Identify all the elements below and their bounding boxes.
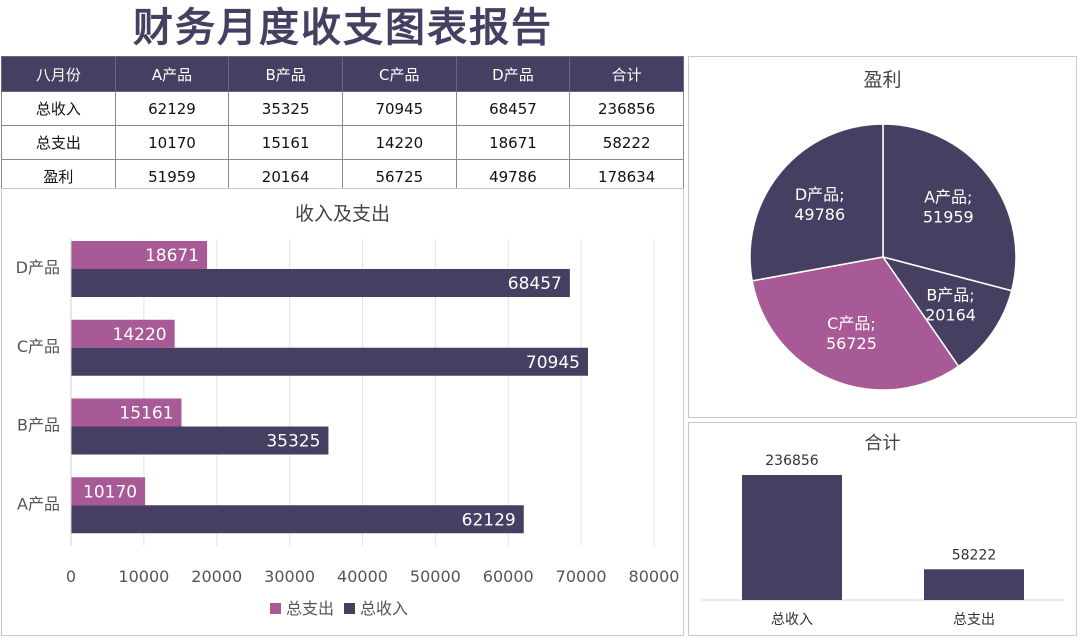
legend-label: 总支出: [286, 599, 334, 618]
table-cell: 10170: [114, 125, 230, 160]
profit-pie-panel: 盈利 A产品; 51959 B产品; 20164 C产品; 56725 D产品; 49786: [688, 56, 1077, 418]
table-cell: 35325: [228, 91, 343, 126]
legend-swatch: [270, 603, 281, 614]
legend-label: 总收入: [360, 599, 408, 618]
data-label: 236856: [765, 453, 819, 469]
bar: [71, 505, 524, 534]
legend-swatch: [344, 603, 355, 614]
y-tick-label: A产品: [17, 494, 60, 513]
slice-label: C产品;: [827, 314, 876, 333]
income-expense-chart-panel: 收入及支出 0 10000 20000 30000 40000 50000 60000 700…: [1, 188, 684, 636]
data-label: 14220: [113, 325, 167, 345]
x-tick-label: 40000: [337, 567, 388, 586]
slice-value: 20164: [925, 305, 976, 324]
table-header-cell: A产品: [114, 56, 230, 92]
y-tick-label: B产品: [17, 416, 60, 435]
y-tick-label: C产品: [17, 337, 60, 356]
bar: [924, 569, 1024, 600]
totals-chart-title: 合计: [864, 433, 901, 454]
table-cell: 58222: [569, 125, 684, 160]
table-header-cell: C产品: [341, 56, 457, 92]
data-label: 70945: [526, 353, 580, 373]
table-cell: 14220: [341, 125, 457, 160]
table-cell: 236856: [569, 91, 684, 126]
data-label: 18671: [145, 246, 199, 266]
bar: [71, 241, 208, 269]
data-label: 15161: [119, 404, 173, 424]
table-header-row: 八月份 A产品 B产品 C产品 D产品 合计: [1, 56, 684, 92]
table-cell: 18671: [455, 125, 571, 160]
data-label: 68457: [508, 274, 562, 294]
summary-table: 八月份 A产品 B产品 C产品 D产品 合计 总收入 62129 35325 7…: [1, 56, 684, 194]
x-tick-label: 50000: [410, 567, 461, 586]
pie-slice: [881, 255, 1013, 368]
x-tick-label: 总收入: [771, 612, 813, 628]
bar: [71, 269, 570, 297]
profit-pie-chart: A产品;51959 B产品;20164 C产品;56725 D产品;49786: [749, 123, 1017, 391]
x-tick-label: 70000: [556, 567, 607, 586]
data-label: 10170: [83, 482, 137, 502]
profit-pie-title: 盈利: [863, 69, 902, 91]
data-label: 35325: [266, 432, 320, 452]
x-tick-label: 80000: [629, 567, 680, 586]
bar: [742, 475, 842, 600]
table-cell: 68457: [455, 91, 571, 126]
x-tick-label: 0: [66, 567, 76, 586]
slice-label: B产品;: [926, 285, 974, 304]
table-cell: 总支出: [1, 125, 116, 160]
slice-label: A产品;: [924, 188, 972, 207]
table-header-cell: D产品: [455, 56, 571, 92]
x-tick-label: 20000: [191, 567, 242, 586]
slice-value: 56725: [826, 334, 877, 353]
slice-value: 49786: [794, 205, 845, 224]
pie-slice: [751, 256, 960, 391]
table-header-cell: B产品: [228, 56, 343, 92]
bar: [71, 477, 146, 506]
x-tick-label: 30000: [264, 567, 315, 586]
slice-value: 51959: [923, 208, 974, 227]
y-tick-label: D产品: [16, 258, 60, 277]
x-tick-label: 60000: [483, 567, 534, 586]
table-cell: 总收入: [1, 91, 116, 126]
income-expense-chart-title: 收入及支出: [294, 203, 390, 225]
pie-slice: [882, 123, 1017, 292]
bar: [71, 347, 589, 376]
totals-chart: 236856 总收入 58222 总支出: [701, 453, 1064, 628]
table-cell: 70945: [341, 91, 457, 126]
table-cell: 62129: [114, 91, 230, 126]
table-row: 总收入 62129 35325 70945 68457 236856: [1, 91, 684, 126]
bar: [71, 426, 329, 455]
income-expense-chart: 0 10000 20000 30000 40000 50000 60000 70000 8000…: [16, 239, 680, 618]
slice-label: D产品;: [795, 185, 845, 204]
x-tick-label: 10000: [118, 567, 169, 586]
report-title: 财务月度收支图表报告: [133, 5, 553, 51]
totals-chart-panel: 合计 236856 总收入 58222 总支出: [688, 422, 1077, 636]
bar: [71, 398, 182, 427]
table-header-cell: 合计: [569, 56, 684, 92]
data-label: 62129: [462, 510, 516, 530]
x-tick-label: 总支出: [953, 612, 995, 628]
bar: [71, 319, 175, 348]
table-row: 总支出 10170 15161 14220 18671 58222: [1, 125, 684, 160]
table-cell: 15161: [228, 125, 343, 160]
table-header-cell: 八月份: [1, 56, 116, 92]
pie-slice: [749, 123, 884, 282]
data-label: 58222: [952, 547, 997, 563]
